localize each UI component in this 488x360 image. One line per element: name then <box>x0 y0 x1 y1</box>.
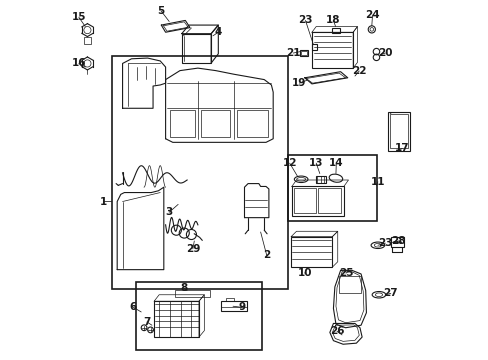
Text: 3: 3 <box>165 207 172 217</box>
Text: 21: 21 <box>285 48 300 58</box>
Text: 18: 18 <box>325 15 340 26</box>
Text: 11: 11 <box>370 177 385 187</box>
Text: 29: 29 <box>185 244 200 254</box>
Bar <box>237 110 267 137</box>
Bar <box>291 186 343 216</box>
Text: 27: 27 <box>383 288 397 298</box>
Text: 24: 24 <box>365 10 379 20</box>
Text: 13: 13 <box>308 158 323 168</box>
Bar <box>390 237 404 247</box>
Bar <box>311 44 317 50</box>
Bar <box>311 32 352 68</box>
Bar <box>287 155 376 221</box>
Bar <box>83 37 91 44</box>
Bar <box>300 50 307 55</box>
Bar <box>293 188 315 213</box>
Bar <box>387 112 409 150</box>
Text: 7: 7 <box>143 317 150 327</box>
Text: 19: 19 <box>292 78 306 88</box>
Text: 25: 25 <box>338 268 352 278</box>
Bar <box>317 188 340 213</box>
Text: 16: 16 <box>71 58 86 68</box>
Bar <box>315 176 325 183</box>
Text: 5: 5 <box>157 6 164 16</box>
Text: 20: 20 <box>377 48 392 58</box>
Text: 8: 8 <box>180 283 187 293</box>
Bar <box>290 237 332 267</box>
Bar <box>389 114 407 148</box>
Text: 4: 4 <box>214 27 222 37</box>
Bar <box>301 51 306 55</box>
Bar <box>154 301 199 337</box>
Bar <box>201 110 230 137</box>
Bar <box>112 56 287 289</box>
Text: 10: 10 <box>297 268 311 278</box>
Text: 2: 2 <box>263 250 270 260</box>
Text: 6: 6 <box>129 302 137 312</box>
Bar <box>332 28 340 33</box>
Bar <box>338 276 360 293</box>
Text: 23: 23 <box>377 238 392 248</box>
Bar <box>174 291 210 297</box>
Text: 17: 17 <box>394 143 409 153</box>
Bar <box>182 34 211 63</box>
Text: 14: 14 <box>328 158 343 168</box>
Bar <box>136 282 261 350</box>
Text: 1: 1 <box>100 197 107 207</box>
Bar <box>170 110 195 137</box>
Text: 26: 26 <box>329 326 344 336</box>
Text: 22: 22 <box>351 66 366 76</box>
Text: 15: 15 <box>71 12 86 22</box>
Text: 9: 9 <box>238 302 244 312</box>
Text: 23: 23 <box>298 15 312 26</box>
Bar <box>225 298 233 301</box>
Text: 12: 12 <box>282 158 296 168</box>
Bar <box>221 301 246 311</box>
Text: 28: 28 <box>391 236 405 246</box>
